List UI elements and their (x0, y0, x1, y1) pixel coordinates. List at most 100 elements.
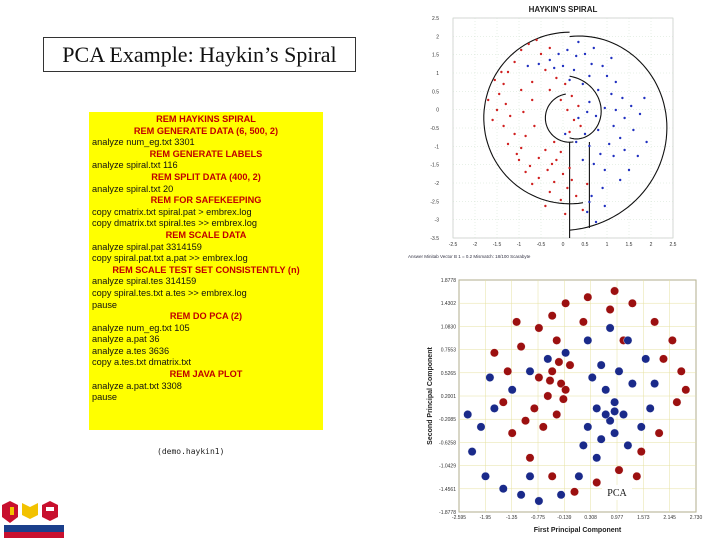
y-tick-label: -1.4561 (439, 487, 456, 493)
blue-class-point (594, 114, 598, 118)
red-class-point (531, 182, 534, 186)
red-class-point (566, 186, 569, 190)
blue-class-point (643, 96, 646, 100)
blue-class-point (641, 354, 651, 364)
y-tick-label: 0.5265 (441, 371, 457, 377)
annotation-bg (602, 485, 632, 500)
red-class-point (586, 182, 589, 186)
blue-class-point (619, 410, 628, 419)
red-class-point (534, 373, 544, 382)
blue-class-point (586, 210, 589, 214)
blue-class-point (592, 46, 595, 50)
red-class-point (545, 376, 555, 386)
red-class-point (552, 410, 562, 419)
red-class-point (555, 76, 558, 80)
blue-class-point (463, 410, 473, 419)
red-class-point (524, 170, 527, 174)
blue-class-point (614, 366, 624, 376)
blue-class-point (645, 140, 648, 144)
blue-class-point (619, 178, 622, 182)
red-class-point (578, 317, 588, 327)
red-class-point (559, 98, 562, 102)
blue-class-point (507, 385, 517, 395)
red-class-point (572, 118, 576, 122)
red-class-point (517, 158, 521, 162)
red-class-point (534, 323, 544, 333)
red-class-point (565, 360, 575, 370)
code-command-line: pause (92, 299, 118, 310)
pca-annotation: PCA (607, 488, 627, 499)
y-tick-label: 0.5 (432, 89, 439, 95)
blue-class-point (601, 186, 604, 190)
blue-class-point (632, 128, 635, 132)
blue-class-point (525, 471, 535, 481)
x-tick-label: 1 (606, 242, 609, 248)
red-class-point (490, 348, 499, 358)
red-class-point (529, 403, 539, 413)
blue-class-point (603, 204, 606, 208)
plot1-caption: Answer Minitab Vector B 1 = 0.2 Mismatch… (408, 254, 531, 259)
blue-class-point (596, 360, 606, 370)
code-command-line: analyze num_eg.txt 3301 (92, 137, 195, 148)
y-tick-label: -2.5 (430, 199, 439, 205)
red-class-point (583, 292, 593, 302)
red-class-point (506, 142, 510, 146)
red-class-point (555, 158, 558, 162)
blue-class-point (645, 403, 655, 413)
x-tick-label: 2.5 (670, 242, 677, 248)
red-class-point (566, 108, 569, 112)
y-tick-label: 0 (436, 108, 439, 114)
code-command-line: copy dmatrix.txt spiral.tes >> embrex.lo… (92, 218, 257, 229)
x-tick-label: 0.5 (582, 242, 589, 248)
blue-class-point (588, 144, 591, 148)
x-tick-label: -0.139 (557, 515, 571, 521)
blue-class-point (597, 88, 600, 92)
blue-class-point (581, 158, 584, 162)
code-comment-line: REM JAVA PLOT (169, 369, 243, 380)
code-command-line: analyze spiral.txt 116 (92, 160, 178, 171)
y-tick-label: -1.5 (430, 163, 439, 169)
code-command-line: analyze a.pat 36 (92, 334, 160, 345)
red-class-point (577, 104, 580, 108)
red-class-point (538, 422, 548, 432)
red-class-point (543, 391, 553, 401)
code-command-line: copy spiral.tes.txt a.tes >> embrex.log (92, 287, 247, 298)
x-tick-label: -2 (473, 242, 478, 248)
blue-class-point (599, 152, 602, 156)
red-class-point (553, 180, 556, 184)
red-class-point (564, 82, 567, 86)
y-tick-label: -1.0429 (439, 464, 456, 470)
x-tick-label: -2.595 (452, 515, 466, 521)
red-class-point (512, 317, 522, 327)
red-class-point (544, 148, 547, 152)
blue-class-point (525, 366, 535, 376)
blue-class-point (561, 64, 565, 68)
blue-class-point (586, 110, 589, 114)
red-class-point (561, 298, 571, 308)
red-class-point (559, 198, 562, 202)
blue-class-point (543, 354, 553, 364)
y-tick-label: 1.8778 (441, 278, 457, 284)
blue-class-point (481, 471, 490, 481)
spiral-outline-left (483, 31, 584, 205)
red-class-point (559, 150, 562, 154)
code-command-line: pause (92, 392, 118, 403)
red-class-point (547, 471, 557, 481)
blue-class-point (467, 447, 477, 457)
blue-class-point (490, 403, 499, 413)
blue-class-point (610, 92, 613, 96)
blue-class-point (636, 154, 639, 158)
code-command-line: analyze a.tes 3636 (92, 345, 170, 356)
red-class-point (548, 190, 551, 194)
x-tick-label: -0.775 (531, 515, 545, 521)
x-tick-label: -1.5 (493, 242, 502, 248)
blue-class-point (636, 422, 646, 432)
x-tick-label: -1 (517, 242, 522, 248)
y-tick-label: 0.7553 (441, 348, 457, 354)
code-command-line: analyze spiral.tes 314159 (92, 276, 197, 287)
red-class-point (654, 428, 664, 438)
red-class-point (513, 132, 516, 136)
code-comment-line: REM DO PCA (2) (169, 311, 243, 322)
red-class-point (520, 48, 523, 52)
blue-class-point (596, 434, 606, 444)
